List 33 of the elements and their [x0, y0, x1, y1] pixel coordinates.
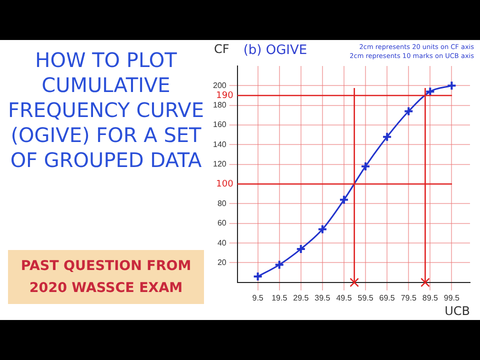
y-tick-label: 180: [212, 100, 227, 110]
x-tick-label: 29.5: [293, 293, 310, 302]
y-tick-label: 40: [217, 238, 227, 248]
point: [360, 161, 371, 172]
x-axis-title: UCB: [444, 304, 470, 318]
ref-line-label: 190: [216, 90, 234, 101]
x-tick-label: 69.5: [379, 293, 396, 302]
chart-subtitle: (b) OGIVE: [243, 42, 308, 58]
y-tick-label: 160: [212, 120, 227, 130]
y-tick-label: 120: [212, 160, 227, 169]
point: [382, 132, 392, 142]
y-tick-label: 80: [217, 198, 227, 208]
y-tick-label: 20: [217, 258, 227, 267]
x-tick-label: 59.5: [358, 293, 374, 302]
point: [338, 194, 349, 205]
y-tick-label: 60: [217, 218, 227, 228]
x-tick-label: 79.5: [400, 293, 417, 302]
y-axis-title: CF: [214, 42, 230, 56]
x-tick-label: 9.5: [252, 293, 264, 302]
x-tick-label: 49.5: [336, 293, 352, 302]
x-tick-label: 89.5: [422, 293, 438, 302]
text: HOW TO PLOT CUMULATIVE FREQUENCY CURVE (OGIVE) FOR A SET OF GROUPED DATA: [7, 48, 205, 173]
ref-line-label: 100: [216, 179, 234, 190]
point: [274, 260, 284, 270]
x-tick-label: 19.5: [272, 293, 288, 302]
point: [317, 224, 328, 234]
x-tick-label: 39.5: [314, 293, 331, 302]
point: [296, 244, 306, 254]
y-tick-label: 200: [212, 80, 227, 90]
point: [404, 106, 414, 116]
x-tick-label: 99.5: [444, 293, 460, 302]
text: PAST QUESTION FROM 2020 WASSCE EXAM: [8, 250, 204, 304]
y-tick-label: 140: [212, 140, 227, 149]
